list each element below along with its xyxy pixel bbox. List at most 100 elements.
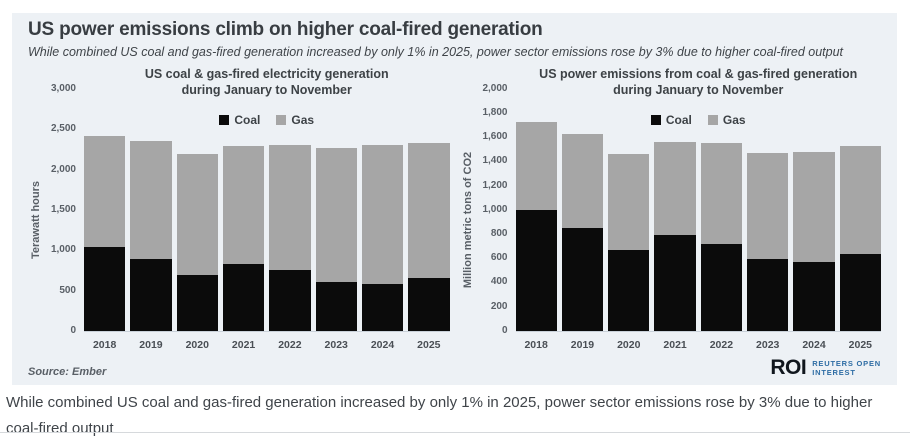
stacked-bar-2019 xyxy=(561,134,604,331)
bar-segment-coal xyxy=(269,269,311,331)
legend-label: Coal xyxy=(665,112,692,127)
source-credit: Source: Ember xyxy=(28,366,107,378)
x-axis-label: 2022 xyxy=(278,338,302,351)
roi-logo-line2: INTEREST xyxy=(812,368,856,378)
y-axis-tick-label: 0 xyxy=(501,324,508,336)
bar-segment-coal xyxy=(839,254,881,331)
legend-item-gas: Gas xyxy=(276,113,314,127)
bottom-divider xyxy=(0,432,910,433)
stacked-bar-2024 xyxy=(361,144,404,331)
y-axis-tick-label: 800 xyxy=(490,228,508,240)
x-axis-label: 2018 xyxy=(524,338,548,351)
stacked-bar-2021 xyxy=(222,145,265,331)
x-axis-label: 2023 xyxy=(756,338,780,351)
roi-logo-line1: REUTERS OPEN xyxy=(812,358,881,368)
legend-label: Coal xyxy=(234,112,261,127)
chart-card: US power emissions climb on higher coal-… xyxy=(12,13,897,385)
bar-segment-gas xyxy=(654,141,696,235)
coal-swatch-icon xyxy=(219,114,230,125)
x-axis-label: 2019 xyxy=(570,338,595,351)
chart-legend: Coal Gas xyxy=(516,113,882,127)
stacked-bar-2023 xyxy=(315,147,357,331)
y-axis-title: Terawatt hours xyxy=(30,180,42,259)
bar-segment-gas xyxy=(84,136,126,247)
card-footer: Source: Ember ROI REUTERS OPEN INTEREST xyxy=(28,357,881,379)
bar-segment-gas xyxy=(361,144,404,284)
stacked-bar-2022 xyxy=(700,143,743,331)
x-axis-label: 2025 xyxy=(848,338,873,351)
legend-item-coal: Coal xyxy=(650,112,692,127)
plot-row: Terawatt hours 3,000 2,500 2,000 1,500 1,000… xyxy=(28,83,450,351)
bar-segment-gas xyxy=(408,143,450,278)
bar-segment-coal xyxy=(700,243,743,331)
y-axis-title-col: Million metric tons of CO2 xyxy=(460,89,476,351)
x-axis-label: 2018 xyxy=(92,338,117,351)
roi-logo-subtext: REUTERS OPEN INTEREST xyxy=(812,359,881,379)
stacked-bar-2025 xyxy=(408,143,450,331)
charts-row: US coal & gas-fired electricity generati… xyxy=(28,66,881,351)
bar-segment-gas xyxy=(839,146,881,255)
bar-segment-coal xyxy=(408,277,450,331)
stacked-bar-2020 xyxy=(608,154,650,331)
chart-title-line2: during January to November xyxy=(181,83,352,98)
page-subtitle: While combined US coal and gas-fired gen… xyxy=(28,44,844,59)
plot-area xyxy=(515,89,881,332)
bar-segment-coal xyxy=(130,258,172,331)
bar-segment-gas xyxy=(608,154,650,251)
legend-label: Gas xyxy=(291,112,315,127)
stacked-bar-2025 xyxy=(839,146,881,331)
coal-swatch-icon xyxy=(650,114,661,125)
bar-segment-gas xyxy=(315,147,357,282)
stacked-bar-2018 xyxy=(84,136,126,331)
plot-row: Million metric tons of CO2 2,000 1,800 1,6… xyxy=(460,83,882,351)
y-axis-tick-label: 0 xyxy=(70,324,76,336)
bar-segment-gas xyxy=(515,121,557,210)
bar-segment-gas xyxy=(561,134,604,228)
y-axis-tick-label: 2,000 xyxy=(482,82,508,94)
y-axis-tick-label: 500 xyxy=(59,284,76,296)
x-axis-labels: 2018 2019 2020 2021 2022 2023 2024 2025 xyxy=(516,339,882,351)
gas-swatch-icon xyxy=(276,114,287,125)
x-axis-label: 2022 xyxy=(709,338,734,351)
bar-segment-coal xyxy=(176,274,218,331)
x-axis-labels: 2018 2019 2020 2021 2022 2023 2024 2025 xyxy=(84,339,450,351)
stacked-bar-2023 xyxy=(747,153,789,331)
bar-segment-gas xyxy=(747,153,789,260)
chart-title: US power emissions from coal & gas-fired… xyxy=(516,66,882,99)
bar-segment-coal xyxy=(654,234,696,331)
y-axis-tick-label: 2,000 xyxy=(50,163,76,175)
x-axis-label: 2021 xyxy=(663,338,687,351)
stacked-bar-2021 xyxy=(654,141,696,331)
bar-segment-gas xyxy=(130,141,172,259)
bar-segment-gas xyxy=(700,143,743,244)
y-axis-tick-label: 1,800 xyxy=(482,107,508,119)
x-axis-label: 2020 xyxy=(185,338,209,351)
x-axis-label: 2024 xyxy=(370,338,395,351)
plot-col: 2018 2019 2020 2021 2022 2023 2024 2025 xyxy=(515,89,882,351)
bar-segment-coal xyxy=(361,283,404,331)
chart-title-line1: US coal & gas-fired electricity generati… xyxy=(144,66,389,81)
bar-segment-coal xyxy=(315,281,357,331)
x-axis-label: 2021 xyxy=(231,338,256,351)
bar-segment-coal xyxy=(222,263,265,331)
bar-segment-coal xyxy=(747,259,789,331)
y-axis-ticks: 2,000 1,800 1,600 1,400 1,200 1,000 800 600 400 2… xyxy=(476,83,516,336)
y-axis-tick-label: 1,000 xyxy=(50,244,76,256)
y-axis-tick-label: 600 xyxy=(490,252,508,264)
article-caption: While combined US coal and gas-fired gen… xyxy=(6,394,873,437)
x-axis-label: 2019 xyxy=(139,338,163,351)
y-axis-tick-label: 2,500 xyxy=(50,123,76,135)
chart-title-line1: US power emissions from coal & gas-fired… xyxy=(539,66,858,81)
x-axis-label: 2025 xyxy=(417,338,441,351)
y-axis-tick-label: 400 xyxy=(490,276,508,288)
chart-generation: US coal & gas-fired electricity generati… xyxy=(28,66,450,351)
plot-col: 2018 2019 2020 2021 2022 2023 2024 2025 xyxy=(84,89,450,351)
y-axis-tick-label: 1,600 xyxy=(482,131,508,143)
stacked-bar-2018 xyxy=(515,121,557,331)
plot-area xyxy=(84,89,450,332)
bar-segment-coal xyxy=(561,228,604,331)
chart-legend: Coal Gas xyxy=(84,113,450,127)
chart-title: US coal & gas-fired electricity generati… xyxy=(84,66,450,99)
y-axis-title: Million metric tons of CO2 xyxy=(461,151,474,288)
stacked-bar-2020 xyxy=(176,154,218,331)
